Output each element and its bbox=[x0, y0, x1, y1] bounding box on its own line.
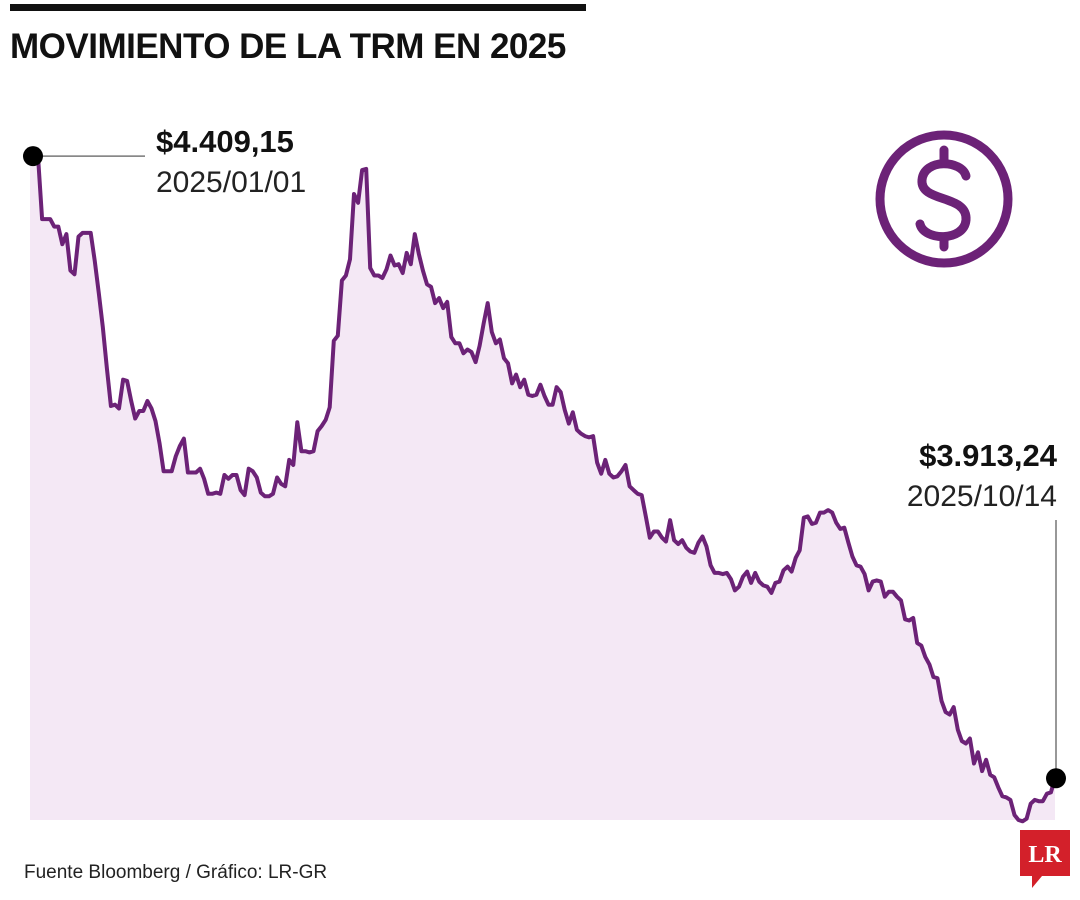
start-date-label: 2025/01/01 bbox=[156, 166, 306, 199]
start-value-label: $4.409,15 bbox=[156, 124, 294, 159]
chart-title: MOVIMIENTO DE LA TRM EN 2025 bbox=[10, 27, 566, 66]
trm-line bbox=[36, 154, 1057, 824]
end-date-label: 2025/10/14 bbox=[907, 480, 1057, 513]
end-point-marker bbox=[1046, 768, 1066, 789]
title-rule bbox=[10, 4, 586, 11]
lr-logo-text: LR bbox=[1028, 842, 1062, 868]
lr-logo: LR bbox=[1020, 830, 1070, 888]
source-credit: Fuente Bloomberg / Gráfico: LR-GR bbox=[24, 862, 328, 883]
area-fill bbox=[30, 156, 1055, 822]
start-point-marker bbox=[23, 146, 43, 167]
end-value-label: $3.913,24 bbox=[919, 438, 1058, 473]
dollar-icon bbox=[875, 130, 1013, 268]
